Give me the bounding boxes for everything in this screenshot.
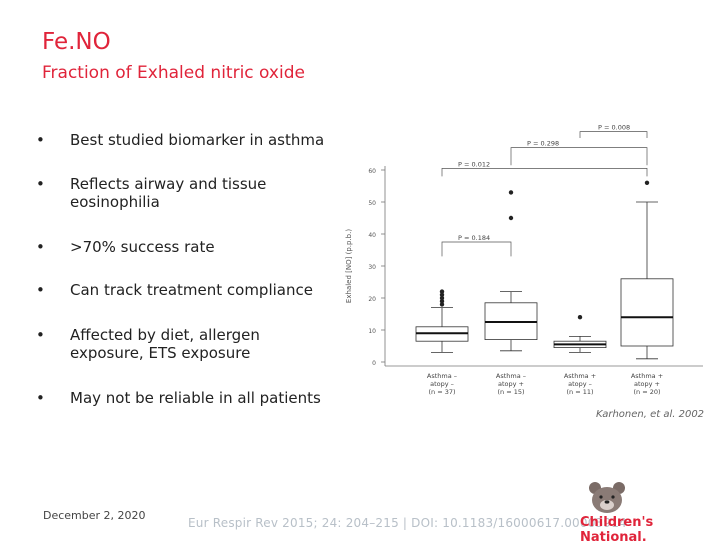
y-tick-label: 60 bbox=[368, 168, 376, 175]
bullet-text: May not be reliable in all patients bbox=[70, 389, 321, 407]
bullet-text: Reflects airway and tissue eosinophilia bbox=[70, 175, 267, 211]
journal-reference: Eur Respir Rev 2015; 24: 204–215 | DOI: … bbox=[188, 516, 627, 530]
bullet-text: Can track treatment compliance bbox=[70, 281, 313, 299]
x-category-label: atopy + bbox=[498, 380, 524, 388]
outlier-point bbox=[644, 180, 650, 185]
y-tick-label: 20 bbox=[368, 296, 376, 303]
significance-bracket bbox=[510, 147, 648, 166]
bullet-icon: • bbox=[36, 326, 45, 344]
x-category-label: Asthma – bbox=[427, 372, 457, 380]
outlier-point bbox=[439, 289, 445, 294]
x-category-label: (n = 15) bbox=[497, 388, 524, 396]
outlier-point bbox=[439, 295, 445, 301]
box-iqr bbox=[620, 278, 674, 347]
y-tick-label: 40 bbox=[368, 232, 376, 239]
outlier-point bbox=[439, 302, 445, 307]
logo-wordmark: Children's National. bbox=[580, 515, 654, 545]
box-plot-chart: 0 10 20 30 40 50 60 Exhaled [NO] (p.p.b.) Asthma… bbox=[345, 124, 703, 396]
x-category-label: (n = 11) bbox=[566, 388, 593, 396]
bullet-text: >70% success rate bbox=[70, 238, 215, 256]
p-value-label: P = 0.298 bbox=[527, 140, 559, 148]
outlier-point bbox=[577, 315, 583, 320]
slide-subtitle: Fraction of Exhaled nitric oxide bbox=[42, 63, 305, 83]
outlier-point bbox=[439, 299, 445, 304]
bullet-icon: • bbox=[36, 175, 45, 193]
x-category-label: atopy – bbox=[430, 380, 454, 388]
bullet-icon: • bbox=[36, 281, 45, 299]
y-tick-label: 10 bbox=[368, 328, 376, 335]
x-category-label: atopy + bbox=[634, 380, 660, 388]
x-category-label: Asthma + bbox=[631, 372, 663, 380]
outlier-point bbox=[508, 190, 514, 195]
slide-title: Fe.NO bbox=[42, 29, 111, 55]
y-tick-label: 30 bbox=[368, 264, 376, 271]
outlier-point bbox=[439, 292, 445, 297]
x-category-label: (n = 37) bbox=[428, 388, 455, 396]
bullet-icon: • bbox=[36, 389, 45, 407]
y-tick-label: 50 bbox=[368, 200, 376, 207]
significance-bracket bbox=[441, 168, 648, 177]
p-value-label: P = 0.008 bbox=[598, 124, 630, 132]
p-value-label: P = 0.184 bbox=[458, 234, 490, 242]
significance-bracket bbox=[579, 131, 648, 138]
outlier-point bbox=[508, 215, 514, 221]
bullet-text: Best studied biomarker in asthma bbox=[70, 131, 325, 149]
y-axis-label: Exhaled [NO] (p.p.b.) bbox=[345, 229, 353, 303]
x-category-label: Asthma – bbox=[496, 372, 526, 380]
bear-logo-icon bbox=[589, 482, 625, 513]
bullet-text: Affected by diet, allergen exposure, ETS… bbox=[70, 326, 260, 362]
x-category-label: (n = 20) bbox=[633, 388, 660, 396]
bullet-icon: • bbox=[36, 131, 45, 149]
significance-bracket bbox=[441, 241, 512, 257]
bullet-icon: • bbox=[36, 238, 45, 256]
x-category-label: Asthma + bbox=[564, 372, 596, 380]
slide-date: December 2, 2020 bbox=[43, 509, 146, 522]
x-category-label: atopy – bbox=[568, 380, 592, 388]
y-tick-label: 0 bbox=[372, 360, 376, 367]
p-value-label: P = 0.012 bbox=[458, 160, 490, 168]
figure-credit: Karhonen, et al. 2002 bbox=[596, 409, 705, 420]
